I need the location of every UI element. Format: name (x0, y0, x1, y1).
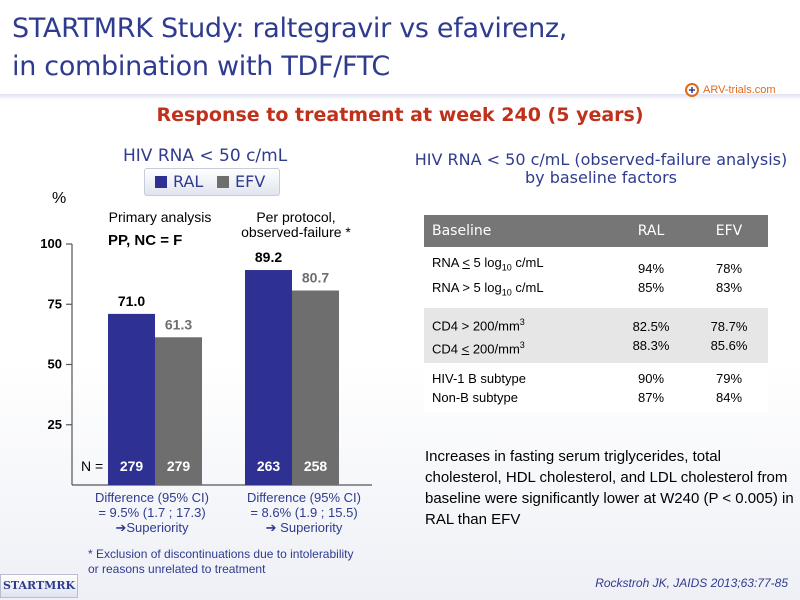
efv-values: 79% 84% (690, 362, 768, 412)
title-line-2: in combination with TDF/FTC (12, 51, 390, 82)
footnote-line-2: or reasons unrelated to treatment (88, 562, 266, 576)
value-label-ral: 71.0 (118, 293, 145, 309)
y-tick-label: 50 (48, 357, 62, 372)
ral-value: 94% (637, 260, 665, 276)
table-header-row: Baseline RAL EFV (424, 215, 768, 248)
legend-label-efv: EFV (235, 172, 266, 191)
efv-value: 85.6% (710, 337, 748, 353)
baseline-factors-table: Baseline RAL EFV RNA < 5 log10 c/mL RNA … (424, 215, 768, 412)
efv-values: 78% 83% (690, 246, 768, 308)
ral-value: 88.3% (632, 337, 670, 353)
subtype-b-label: HIV-1 B subtype (432, 370, 526, 386)
perprotocol-diff-line-3: ➔ Superiority (265, 520, 343, 535)
primary-diff-line-3: ➔Superiority (115, 520, 189, 535)
header-ral: RAL (612, 215, 690, 248)
primary-diff-line-1: Difference (95% CI) (95, 490, 209, 505)
perprotocol-line-2: observed-failure * (241, 224, 351, 240)
primary-diff-line-2: = 9.5% (1.7 ; 17.3) (98, 505, 206, 520)
bar-ral (108, 313, 155, 485)
n-label-ral: 263 (257, 458, 281, 474)
footnote: * Exclusion of discontinuations due to i… (88, 547, 354, 577)
y-tick-label: 25 (48, 417, 62, 432)
footnote-line-1: * Exclusion of discontinuations due to i… (88, 547, 354, 561)
legend-swatch-efv (217, 176, 229, 188)
perprotocol-line-1: Per protocol, (256, 209, 336, 225)
ral-value: 82.5% (632, 318, 670, 334)
legend-swatch-ral (155, 176, 167, 188)
row-label: HIV-1 B subtype Non-B subtype (424, 362, 612, 412)
table-row: CD4 > 200/mm3 CD4 < 200/mm3 82.5% 88.3% … (424, 307, 768, 364)
y-unit-label: % (52, 190, 67, 207)
subtitle: Response to treatment at week 240 (5 yea… (156, 104, 644, 126)
rna-low-label: RNA < 5 log10 c/mL (432, 255, 544, 273)
table-row: RNA < 5 log10 c/mL RNA > 5 log10 c/mL 94… (424, 246, 768, 308)
bar-ral (245, 270, 292, 485)
ral-values: 94% 85% (612, 246, 690, 308)
logo-text: ARV-trials.com (703, 84, 776, 96)
ral-values: 90% 87% (612, 362, 690, 412)
bar-efv (155, 337, 202, 485)
bar-efv (292, 290, 339, 485)
perprotocol-diff-line-1: Difference (95% CI) (247, 490, 361, 505)
y-tick-label: 100 (40, 236, 62, 251)
ral-values: 82.5% 88.3% (612, 307, 690, 364)
table-row: HIV-1 B subtype Non-B subtype 90% 87% 79… (424, 362, 768, 412)
perprotocol-difference: Difference (95% CI) = 8.6% (1.9 ; 15.5) … (224, 490, 384, 535)
efv-value: 83% (715, 279, 743, 295)
primary-section-sublabel: PP, NC = F (108, 232, 183, 249)
row-label: CD4 > 200/mm3 CD4 < 200/mm3 (424, 307, 612, 364)
perprotocol-diff-line-2: = 8.6% (1.9 ; 15.5) (250, 505, 358, 520)
efv-value: 79% (715, 370, 743, 386)
n-label-efv: 279 (167, 458, 191, 474)
row-label: RNA < 5 log10 c/mL RNA > 5 log10 c/mL (424, 246, 612, 308)
cd4-high-label: CD4 > 200/mm3 (432, 317, 525, 334)
ral-value: 87% (637, 389, 665, 405)
arv-trials-logo (685, 83, 699, 97)
citation: Rockstroh JK, JAIDS 2013;63:77-85 (595, 576, 788, 590)
slide-title: STARTMRK Study: raltegravir vs efavirenz… (12, 10, 567, 86)
value-label-efv: 80.7 (302, 270, 329, 286)
header-baseline: Baseline (424, 215, 612, 248)
chart-legend: RAL EFV (144, 168, 280, 196)
value-label-efv: 61.3 (165, 316, 192, 332)
y-tick-label: 75 (48, 296, 62, 311)
primary-section-label: Primary analysis (108, 209, 212, 225)
efv-value: 78.7% (710, 318, 748, 334)
study-badge: STARTMRK (0, 574, 78, 598)
efv-values: 78.7% 85.6% (690, 307, 768, 364)
header-efv: EFV (690, 215, 768, 248)
efv-value: 84% (715, 389, 743, 405)
title-divider (0, 94, 800, 100)
perprotocol-section-label: Per protocol, observed-failure * (226, 210, 366, 240)
ral-value: 90% (637, 370, 665, 386)
subtype-nonb-label: Non-B subtype (432, 389, 518, 405)
n-prefix-label: N = (81, 458, 103, 474)
legend-label-ral: RAL (173, 172, 204, 191)
title-line-1: STARTMRK Study: raltegravir vs efavirenz… (12, 13, 568, 44)
table-title: HIV RNA < 50 c/mL (observed-failure anal… (414, 150, 788, 187)
lipid-summary-text: Increases in fasting serum triglycerides… (425, 448, 794, 528)
ral-value: 85% (637, 279, 665, 295)
chart-title: HIV RNA < 50 c/mL (123, 146, 288, 166)
n-label-ral: 279 (120, 458, 144, 474)
efv-value: 78% (715, 260, 743, 276)
cd4-low-label: CD4 < 200/mm3 (432, 339, 525, 356)
n-label-efv: 258 (304, 458, 328, 474)
primary-difference: Difference (95% CI) = 9.5% (1.7 ; 17.3) … (72, 490, 232, 535)
value-label-ral: 89.2 (255, 249, 282, 265)
rna-high-label: RNA > 5 log10 c/mL (432, 279, 544, 298)
